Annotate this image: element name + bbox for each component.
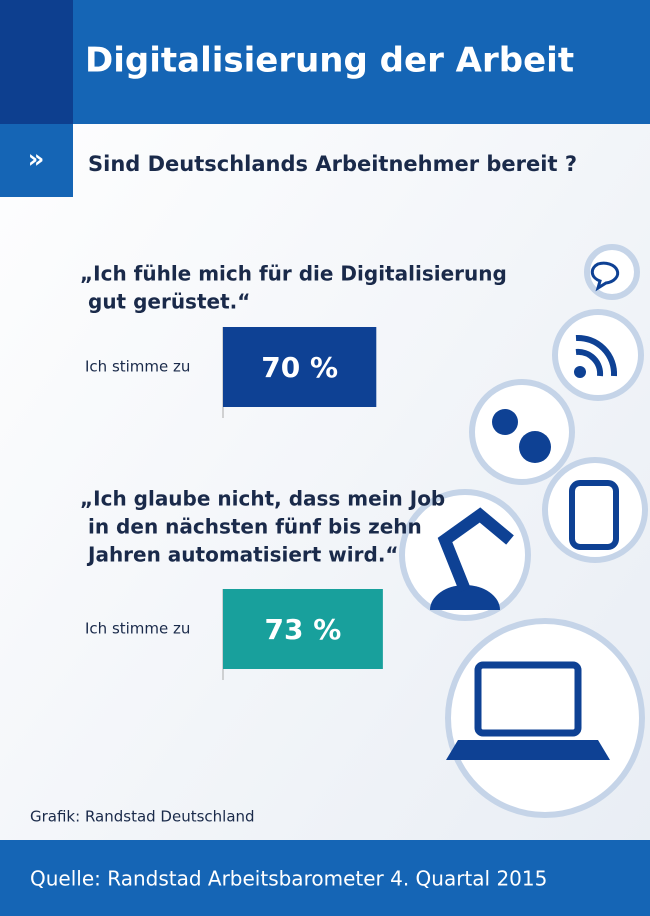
subtitle: Sind Deutschlands Arbeitnehmer bereit ? — [88, 152, 577, 176]
category-label: Ich stimme zu — [85, 358, 190, 376]
value-label: 70 % — [261, 351, 338, 384]
quote-line: in den nächsten fünf bis zehn — [88, 515, 422, 539]
header-band — [0, 0, 650, 124]
category-label: Ich stimme zu — [85, 620, 190, 638]
quote-line: „Ich glaube nicht, dass mein Job — [80, 487, 445, 511]
marker: » — [28, 145, 45, 175]
credit: Grafik: Randstad Deutschland — [30, 808, 255, 826]
header-square — [0, 0, 73, 124]
title: Digitalisierung der Arbeit — [85, 41, 574, 81]
quote-line: Jahren automatisiert wird.“ — [86, 543, 399, 567]
quote-line: „Ich fühle mich für die Digitalisierung — [80, 262, 507, 286]
icon-glyphs — [430, 261, 620, 760]
quote-line: gut gerüstet.“ — [88, 290, 250, 314]
bar — [223, 589, 383, 669]
marker-square — [0, 124, 73, 197]
bar — [223, 327, 377, 407]
footer-band — [0, 840, 650, 916]
source: Quelle: Randstad Arbeitsbarometer 4. Qua… — [30, 867, 547, 891]
value-label: 73 % — [265, 613, 342, 646]
